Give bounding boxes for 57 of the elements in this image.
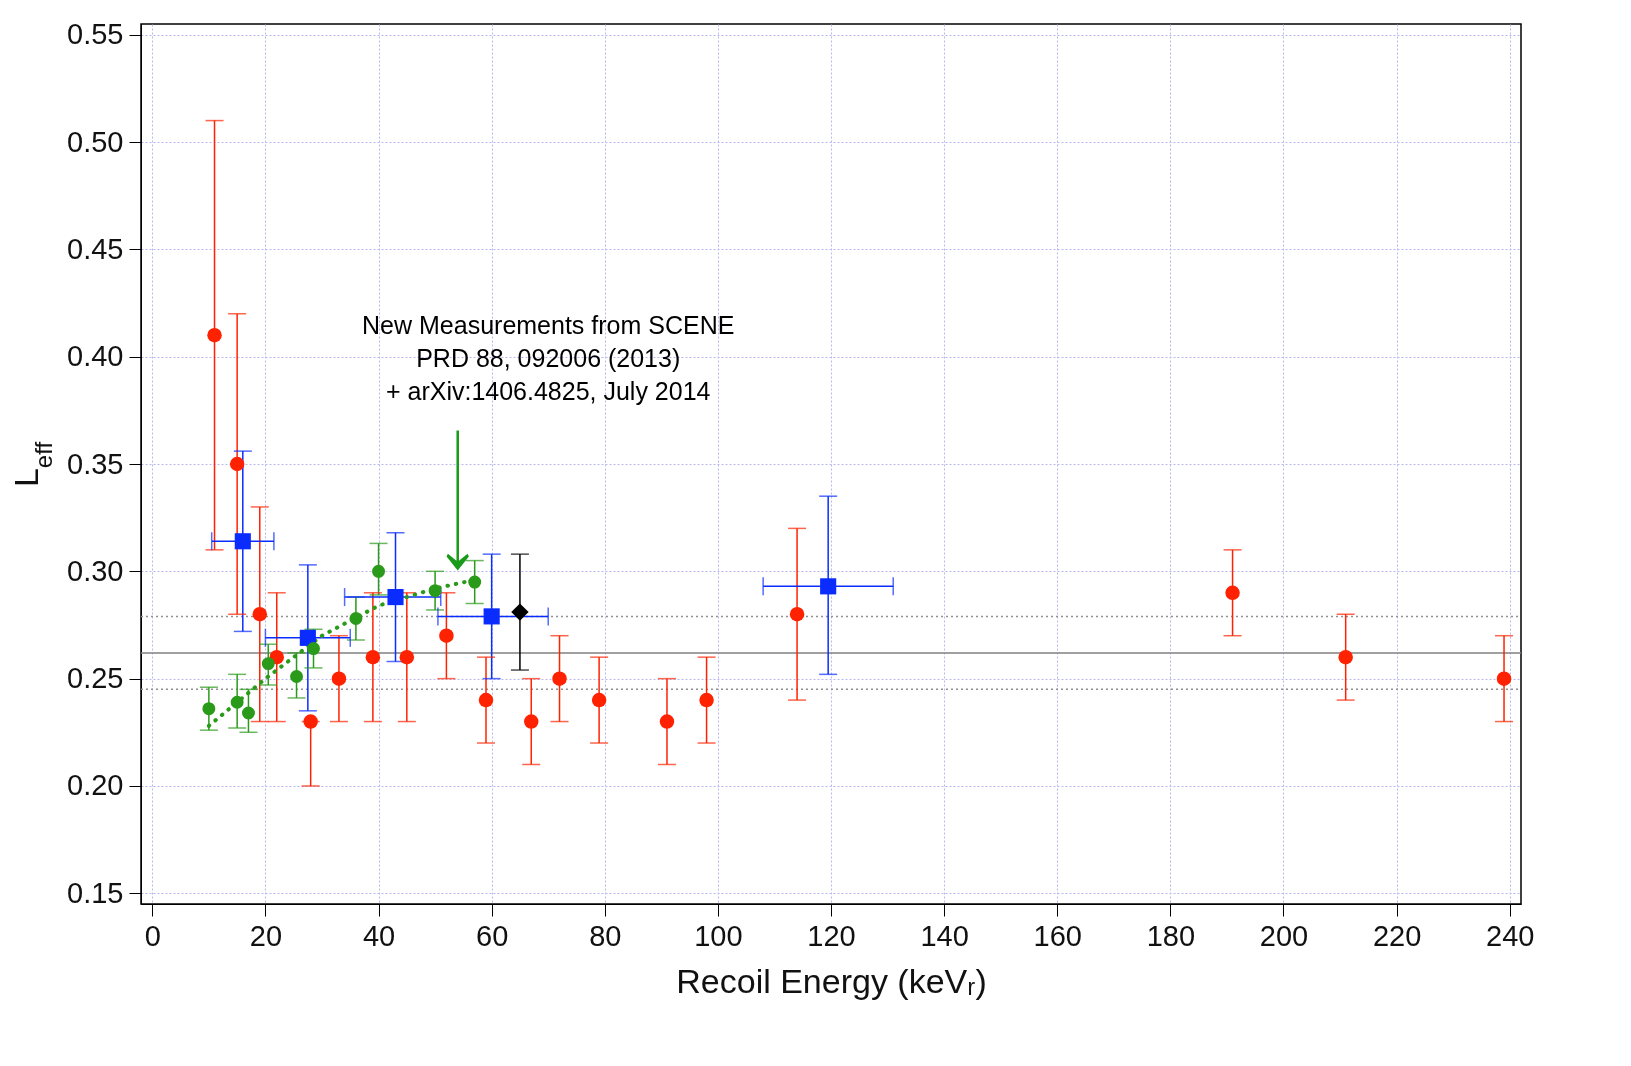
- point: [331, 671, 347, 686]
- x-tick-label: 200: [1259, 919, 1309, 952]
- y-tick-label: 0.30: [67, 554, 124, 587]
- point: [659, 714, 675, 729]
- point: [387, 589, 404, 606]
- point: [399, 649, 415, 665]
- point: [552, 671, 567, 686]
- x-tick-label: 20: [249, 919, 283, 952]
- point: [229, 456, 245, 472]
- point: [1338, 649, 1353, 665]
- point: [372, 564, 386, 578]
- x-tick-label: 220: [1372, 919, 1422, 952]
- point: [307, 642, 320, 656]
- point: [202, 702, 216, 716]
- x-tick-label: 120: [807, 919, 856, 952]
- x-tick-label: 180: [1146, 919, 1196, 952]
- x-tick-label: 240: [1485, 919, 1535, 952]
- point: [261, 657, 275, 671]
- x-tick-label: 160: [1033, 919, 1082, 952]
- point: [1496, 671, 1512, 686]
- y-tick-label: 0.55: [67, 18, 124, 51]
- annotation: New Measurements from SCENE PRD 88, 092006 (2013) + arXiv:1406.4825, July 2014: [362, 310, 735, 405]
- point: [230, 695, 244, 709]
- point: [789, 607, 805, 622]
- y-tick-label: 0.40: [67, 340, 124, 373]
- point: [1225, 585, 1240, 601]
- x-tick-label: 40: [362, 919, 396, 952]
- point: [349, 612, 363, 625]
- point: [241, 706, 255, 720]
- point: [699, 692, 714, 708]
- point: [365, 649, 381, 665]
- x-tick-label: 140: [920, 919, 969, 952]
- point: [820, 578, 837, 595]
- point: [591, 692, 607, 708]
- point: [483, 608, 500, 625]
- point: [439, 628, 454, 643]
- point: [511, 603, 529, 621]
- point: [290, 670, 304, 683]
- point: [524, 714, 539, 729]
- y-tick-label: 0.50: [67, 125, 124, 158]
- y-tick-label: 0.45: [67, 232, 124, 265]
- y-tick-label: 0.25: [67, 662, 124, 695]
- point: [428, 584, 442, 598]
- x-tick-label: 80: [589, 919, 622, 952]
- point: [234, 533, 251, 550]
- point: [207, 327, 222, 343]
- point: [478, 692, 494, 708]
- y-tick-label: 0.20: [67, 769, 124, 802]
- y-tick-label: 0.35: [67, 447, 124, 480]
- x-axis-title: Recoil Energy (keVᵣ): [676, 961, 987, 1000]
- x-tick-label: 0: [144, 919, 161, 952]
- x-tick-label: 60: [476, 919, 509, 952]
- point: [468, 575, 482, 589]
- point: [252, 607, 268, 622]
- y-tick-label: 0.15: [67, 876, 124, 909]
- point: [303, 714, 318, 729]
- x-tick-label: 100: [694, 919, 743, 952]
